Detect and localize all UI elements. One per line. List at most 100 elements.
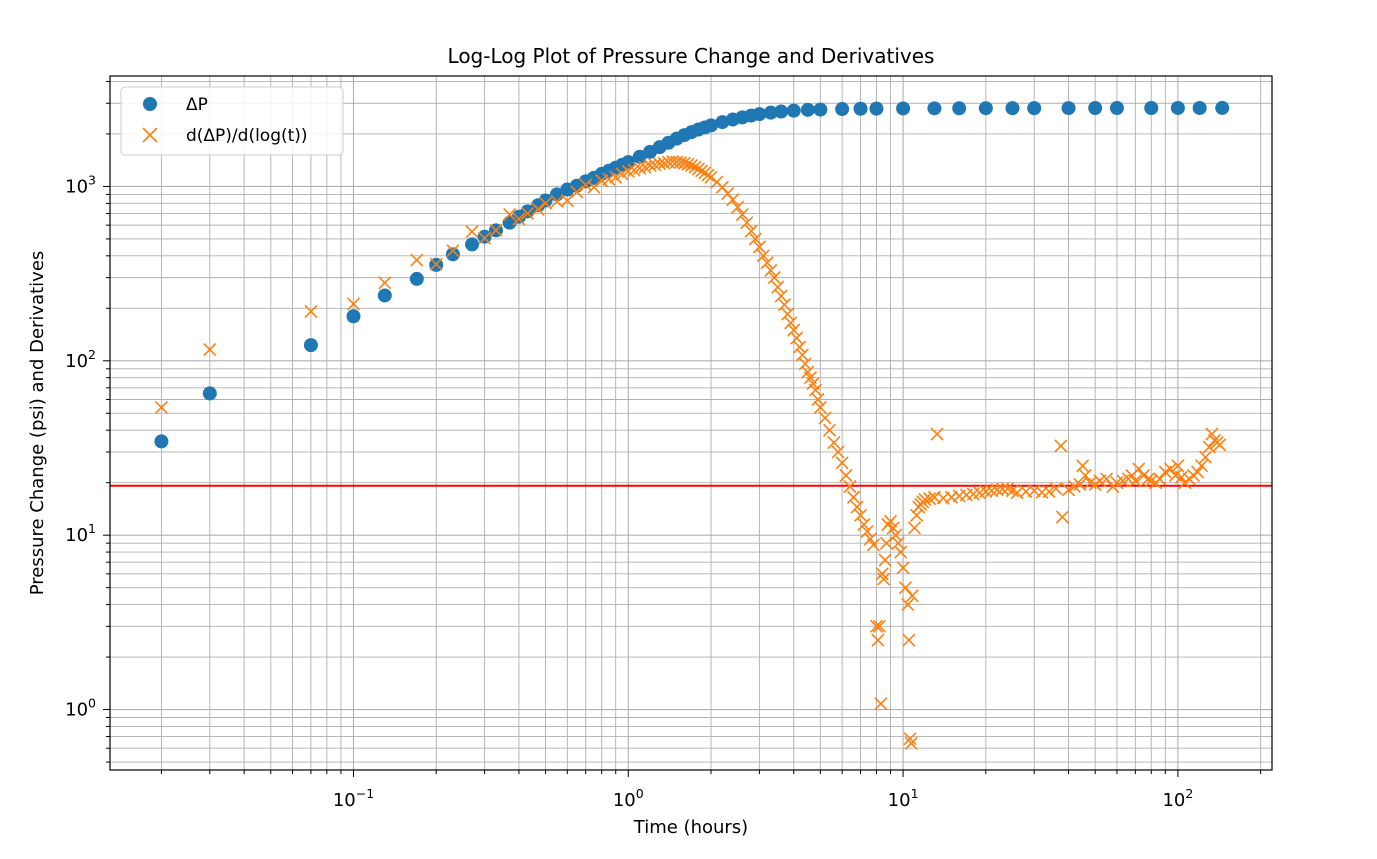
delta-p-point xyxy=(409,271,424,286)
tick-labels: 10−1 100 101 102 100 101 102 103 xyxy=(65,172,1193,811)
derivative-point xyxy=(1128,474,1142,488)
derivative-point xyxy=(795,348,809,362)
y-tick-label: 101 xyxy=(65,521,96,546)
derivative-point xyxy=(792,340,807,354)
legend-marker-derivative xyxy=(142,127,158,143)
derivative-point xyxy=(1153,472,1167,486)
derivative-point xyxy=(756,249,770,263)
derivative-point xyxy=(784,316,798,330)
derivative-point xyxy=(889,528,903,542)
delta-p-point xyxy=(477,229,492,244)
delta-p-point xyxy=(786,103,801,118)
derivative-point xyxy=(811,392,825,407)
derivative-point xyxy=(570,185,584,199)
derivative-point xyxy=(731,200,745,214)
derivative-point xyxy=(1171,459,1185,473)
derivative-point xyxy=(478,231,492,245)
delta-p-point xyxy=(377,288,392,303)
derivative-point xyxy=(886,521,900,535)
legend-label-derivative: d(ΔP)/d(log(t)) xyxy=(186,126,308,146)
delta-p-point xyxy=(303,338,318,353)
derivative-point xyxy=(346,297,361,311)
delta-p-point xyxy=(800,102,815,117)
derivative-point xyxy=(923,492,937,506)
derivative-point xyxy=(866,538,881,552)
derivative-point xyxy=(1144,474,1158,488)
derivative-point xyxy=(843,480,857,494)
derivative-point xyxy=(985,484,999,498)
derivative-point xyxy=(1163,462,1178,476)
delta-p-series xyxy=(154,100,1230,449)
derivative-point xyxy=(726,193,740,207)
derivative-point xyxy=(822,423,837,437)
delta-p-point xyxy=(1027,101,1042,116)
derivative-point xyxy=(767,271,781,285)
derivative-point xyxy=(896,561,910,575)
derivative-point xyxy=(869,619,884,633)
derivative-point xyxy=(744,224,758,238)
y-axis-label: Pressure Change (psi) and Derivatives xyxy=(27,251,48,596)
derivative-point xyxy=(990,483,1004,497)
derivative-point xyxy=(685,158,699,172)
derivative-point xyxy=(905,589,919,603)
delta-p-point xyxy=(896,101,911,116)
derivative-point xyxy=(735,207,749,222)
derivative-point xyxy=(609,170,623,184)
delta-p-point xyxy=(1192,100,1207,115)
derivative-point xyxy=(774,289,788,303)
legend-label-delta-p: ΔP xyxy=(186,95,208,115)
chart-title: Log-Log Plot of Pressure Change and Deri… xyxy=(448,44,935,68)
y-tick-label: 102 xyxy=(65,347,96,372)
derivative-point xyxy=(695,164,709,178)
derivative-point xyxy=(1076,459,1090,473)
derivative-point xyxy=(850,500,864,514)
derivative-point xyxy=(771,280,785,294)
delta-p-point xyxy=(835,102,850,117)
delta-p-point xyxy=(445,247,460,262)
derivative-point xyxy=(304,304,318,318)
legend-marker-delta-p xyxy=(143,97,157,111)
derivative-point xyxy=(907,521,922,535)
derivative-point xyxy=(831,445,845,459)
derivative-point xyxy=(154,400,168,415)
delta-p-point xyxy=(869,101,884,116)
derivative-point xyxy=(1195,459,1209,473)
derivative-point xyxy=(1073,478,1087,492)
derivative-point xyxy=(787,323,801,337)
derivative-point xyxy=(752,240,766,254)
derivative-point xyxy=(874,697,888,711)
legend-box xyxy=(120,86,344,156)
derivative-point xyxy=(860,524,874,539)
derivative-point xyxy=(1055,510,1069,524)
derivative-point xyxy=(846,490,861,504)
delta-p-point xyxy=(704,118,719,133)
derivative-point xyxy=(688,160,702,174)
derivative-point xyxy=(429,257,443,271)
derivative-point xyxy=(531,202,545,216)
legend: ΔP d(ΔP)/d(log(t)) xyxy=(120,86,344,156)
derivative-point xyxy=(901,597,915,612)
derivative-point xyxy=(1213,438,1227,452)
derivative-point xyxy=(857,518,871,532)
derivative-point xyxy=(503,207,517,222)
series-layer xyxy=(154,100,1230,750)
delta-p-point xyxy=(1170,100,1185,115)
derivative-point xyxy=(790,331,804,345)
delta-p-point xyxy=(1005,101,1020,116)
derivative-point xyxy=(691,162,706,176)
derivative-point xyxy=(764,263,778,277)
delta-p-point xyxy=(752,107,767,122)
derivative-point xyxy=(465,225,479,239)
delta-p-point xyxy=(1109,101,1124,116)
derivative-point xyxy=(512,212,526,226)
derivative-point xyxy=(378,276,392,290)
grid-lines xyxy=(110,76,1272,770)
delta-p-point xyxy=(853,101,868,116)
derivative-point xyxy=(539,196,553,210)
x-tick-label: 102 xyxy=(1162,786,1193,811)
derivative-series xyxy=(154,154,1227,750)
tick-marks xyxy=(103,80,1262,777)
plot-frame xyxy=(109,75,1273,771)
derivative-point xyxy=(579,178,593,192)
derivative-point xyxy=(875,567,889,581)
